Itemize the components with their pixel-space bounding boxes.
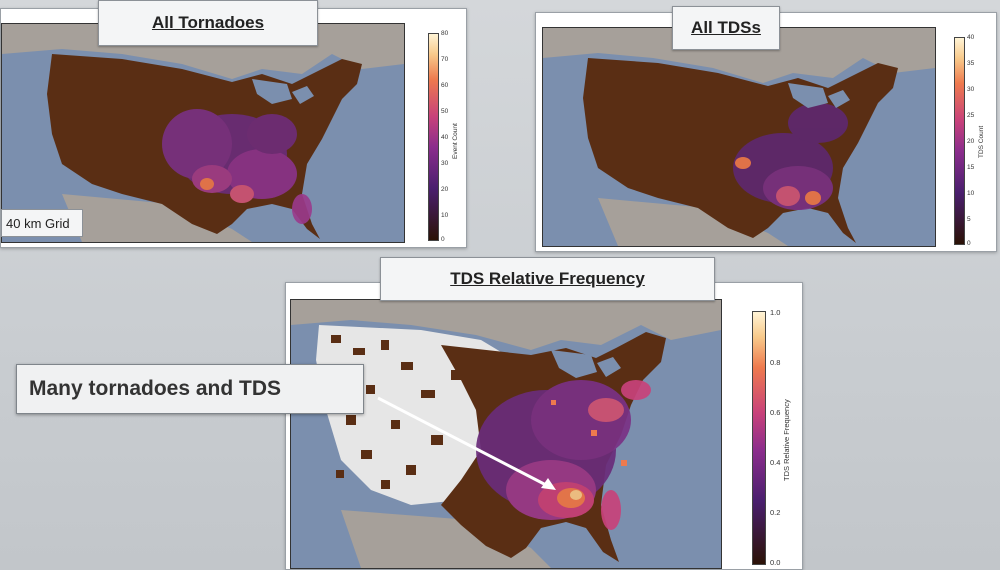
- relative-frequency-panel: 1.0 0.8 0.6 0.4 0.2 0.0 TDS Relative Fre…: [285, 282, 803, 570]
- colorbar-tick: 0.8: [770, 358, 781, 367]
- colorbar-tick: 5: [967, 216, 971, 223]
- all-tds-panel: 40 35 30 25 20 15 10 5 0 TDS Count: [535, 12, 997, 252]
- colorbar-tick: 80: [441, 30, 449, 37]
- colorbar-tick: 70: [441, 56, 449, 63]
- colorbar-tick: 0: [441, 236, 445, 243]
- colorbar-tick: 10: [967, 190, 975, 197]
- colorbar-tick: 0.4: [770, 458, 781, 467]
- colorbar-tick: 30: [441, 160, 449, 167]
- colorbar-tick: 25: [967, 112, 975, 119]
- all-tornadoes-title: All Tornadoes: [98, 0, 318, 46]
- colorbar-tick: 40: [967, 34, 975, 41]
- colorbar-label: TDS Relative Frequency: [782, 399, 791, 481]
- event-count-colorbar: [428, 33, 439, 241]
- colorbar-tick: 0.2: [770, 508, 781, 517]
- colorbar-tick: 60: [441, 82, 449, 89]
- all-tds-map: [542, 27, 936, 247]
- colorbar-tick: 0.6: [770, 408, 781, 417]
- relative-frequency-map: [290, 299, 722, 569]
- colorbar-tick: 0.0: [770, 558, 781, 567]
- colorbar-tick: 40: [441, 134, 449, 141]
- colorbar-tick: 30: [967, 86, 975, 93]
- all-tds-title: All TDSs: [672, 6, 780, 50]
- colorbar-tick: 20: [967, 138, 975, 145]
- tds-count-colorbar: [954, 37, 965, 245]
- colorbar-tick: 50: [441, 108, 449, 115]
- colorbar-label: Event Count: [452, 123, 459, 159]
- relative-frequency-colorbar: [752, 311, 766, 565]
- colorbar-tick: 0: [967, 240, 971, 247]
- colorbar-tick: 15: [967, 164, 975, 171]
- colorbar-tick: 35: [967, 60, 975, 67]
- grid-resolution-label: 40 km Grid: [1, 209, 83, 237]
- annotation-callout: Many tornadoes and TDS: [16, 364, 364, 414]
- colorbar-tick: 20: [441, 186, 449, 193]
- colorbar-tick: 10: [441, 212, 449, 219]
- colorbar-label: TDS Count: [978, 125, 985, 158]
- relative-frequency-title: TDS Relative Frequency: [380, 257, 715, 301]
- colorbar-tick: 1.0: [770, 308, 781, 317]
